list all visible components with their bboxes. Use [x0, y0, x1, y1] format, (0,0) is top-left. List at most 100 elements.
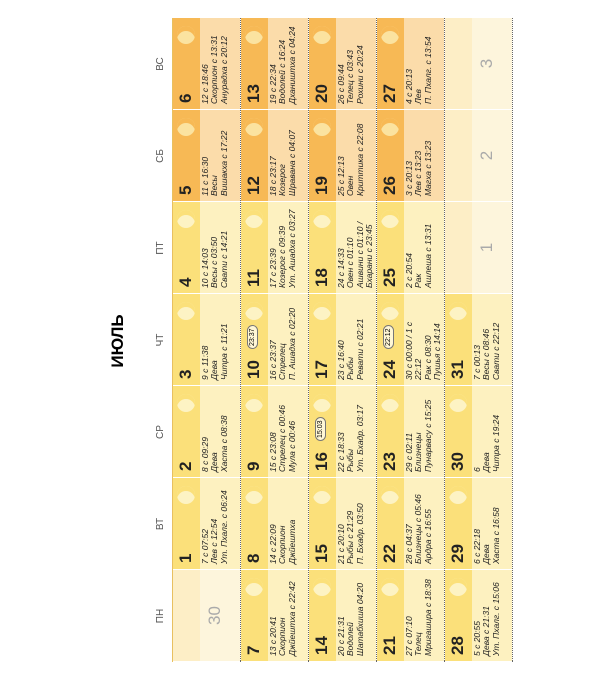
weekday-label: ПТ: [155, 241, 166, 255]
weekday-label: ПН: [155, 608, 166, 624]
moon-icon: [313, 486, 331, 504]
calendar-grid: ПН ВТ СР ЧТ ПТ СБ ВС 30 1 7 с 07:52 Лев с 12:54 Ут.…: [150, 18, 513, 662]
detail-line: П. Пхалг. с 13:54: [422, 36, 433, 104]
day-details: [472, 202, 474, 293]
moon-icon: [245, 578, 263, 596]
day-details: 18 с 23:17 Козерог Шравана с 04:07: [268, 110, 298, 201]
day-number: 31: [448, 360, 467, 379]
day-number: 13: [244, 84, 263, 103]
day-details: 3 с 20:13 Лев с 13:23 Магха с 13:23: [404, 110, 434, 201]
day-number: 1: [477, 242, 496, 253]
day-number: 28: [448, 636, 467, 655]
detail-line: Ут. Пхалг. с 15:06: [490, 582, 501, 656]
detail-line: Ут. Бхадр. 03:17: [354, 405, 365, 472]
detail-line: П. Бхадр. 03:50: [354, 503, 365, 564]
detail-line: Ардра с 16:55: [422, 509, 433, 564]
moon-icon: [449, 394, 467, 412]
moon-icon: [177, 302, 195, 320]
moon-icon: [381, 26, 399, 44]
time-badge: 15:03: [315, 417, 326, 441]
detail-line: Пунарвасу с 15:25: [422, 399, 433, 472]
moon-icon: [177, 394, 195, 412]
day-number: 3: [477, 58, 496, 69]
moon-icon: [381, 578, 399, 596]
moon-icon: [177, 118, 195, 136]
day-cell: 22:12 24 30 с 00:00 / 1 с 22:12 Рак с 08:30 П…: [377, 294, 444, 386]
day-details: 10 с 14:03 Весы с 03:50 Свати с 14:21: [200, 202, 230, 293]
day-number: 2: [176, 461, 195, 471]
detail-line: Джйештха с 22:42: [286, 581, 297, 656]
day-details: 6 с 22:18 Дева Хаста с 16:58: [472, 478, 502, 569]
day-number: 1: [176, 553, 195, 563]
day-number: 23: [380, 452, 399, 471]
day-details: 27 с 07:10 Телец Мригашира с 18:38: [404, 570, 434, 661]
day-number: 21: [380, 636, 399, 655]
day-details: 28 с 04:37 Близнецы с 05:46 Ардра с 16:55: [404, 478, 434, 569]
detail-line: Дхаништха с 04:24: [286, 26, 297, 104]
time-badge: 22:12: [383, 325, 394, 349]
day-cell: 19 25 с 12:13 Овен Криттика с 22:08: [309, 110, 376, 202]
day-details: 29 с 02:11 Близнецы Пунарвасу с 15:25: [404, 386, 434, 477]
day-cell: 21 27 с 07:10 Телец Мригашира с 18:38: [377, 570, 444, 662]
day-cell: 1: [445, 202, 512, 294]
day-cell: 15:03 16 22 с 18:33 Рыбы Ут. Бхадр. 03:17: [309, 386, 376, 478]
day-cell: 7 13 с 20:41 Скорпион Джйештха с 22:42: [241, 570, 308, 662]
day-number: 7: [244, 645, 263, 655]
day-cell: 23:37 10 16 с 23:37 Стрелец П. Ашадха с 02:2…: [241, 294, 308, 386]
day-cell: 5 11 с 16:30 Весы Вишакха с 17:22: [173, 110, 240, 202]
detail-line: Шатабхиша 04:20: [354, 582, 365, 656]
day-details: 26 с 09:44 Телец с 03:43 Рохини с 20:24: [336, 18, 366, 109]
day-cell: 8 14 с 22:09 Скорпион Джйештха: [241, 478, 308, 570]
moon-icon: [449, 302, 467, 320]
day-cell: 29 6 с 22:18 Дева Хаста с 16:58: [445, 478, 512, 570]
weekday-header: ПН ВТ СР ЧТ ПТ СБ ВС: [150, 18, 173, 662]
day-number: 25: [380, 268, 399, 287]
detail-line: Шравана с 04:07: [286, 130, 297, 196]
moon-icon: [313, 26, 331, 44]
day-details: 24 с 14:33 Овен с 01:10 Ашвини с 01:10 /Бх…: [336, 202, 375, 293]
detail-line: Рохини с 20:24: [354, 45, 365, 104]
moon-icon: [177, 26, 195, 44]
month-title: ИЮЛЬ: [108, 314, 127, 368]
detail-line: П. Ашадха с 02:20: [286, 307, 297, 380]
day-cell: 4 10 с 14:03 Весы с 03:50 Свати с 14:21: [173, 202, 240, 294]
day-cell: 20 26 с 09:44 Телец с 03:43 Рохини с 20:24: [309, 18, 376, 110]
detail-line: Мула с 00:46: [286, 420, 297, 472]
detail-line: Анурадха с 20:12: [218, 36, 229, 104]
day-cell: 27 4 с 20:13 Лев П. Пхалг. с 13:54: [377, 18, 444, 110]
day-number: 15: [312, 544, 331, 563]
detail-line: Читра с 11:21: [218, 323, 229, 380]
day-cell: 28 5 с 20:55 Дева с 21:31 Ут. Пхалг. с 15:0…: [445, 570, 512, 662]
day-details: 7 с 07:52 Лев с 12:54 Ут. Пхалг. с 06:24: [200, 478, 230, 569]
day-details: 8 с 09:29 Дева Хаста с 08:38: [200, 386, 230, 477]
detail-line: Криттика с 22:08: [354, 123, 365, 196]
day-cell: 17 23 с 16:40 Рыбы Ревати с 02:21: [309, 294, 376, 386]
detail-line: Вишакха с 17:22: [218, 130, 229, 196]
day-cell: 2: [445, 110, 512, 202]
day-number: 8: [244, 553, 263, 563]
day-details: 20 с 21:31 Водолей Шатабхиша 04:20: [336, 570, 366, 661]
moon-icon: [381, 302, 399, 320]
weekday-label: ВС: [155, 57, 166, 71]
detail-line: Ашлеша с 13:31: [422, 223, 433, 288]
detail-line: Свати с 14:21: [218, 230, 229, 288]
day-cell: 30 6 Дева Читра с 19:24: [445, 386, 512, 478]
day-number: 5: [176, 185, 195, 195]
week-row: 21 27 с 07:10 Телец Мригашира с 18:38 22 28 с…: [377, 18, 445, 662]
day-number: 18: [312, 268, 331, 287]
day-number: 4: [176, 277, 195, 287]
day-number: 19: [312, 176, 331, 195]
day-number: 16: [312, 452, 331, 471]
day-number: 17: [312, 360, 331, 379]
day-cell: 31 7 с 00:13 Весы с 08:46 Свати с 22:12: [445, 294, 512, 386]
weekday-label: ВТ: [155, 517, 166, 531]
day-cell: 30: [173, 570, 240, 662]
day-cell: 9 15 с 23:08 Стрелец с 00:46 Мула с 00:46: [241, 386, 308, 478]
day-details: 15 с 23:08 Стрелец с 00:46 Мула с 00:46: [268, 386, 298, 477]
day-details: 30 с 00:00 / 1 с 22:12 Рак с 08:30 Пушья с …: [404, 294, 443, 385]
moon-icon: [245, 26, 263, 44]
day-details: 16 с 23:37 Стрелец П. Ашадха с 02:20: [268, 294, 298, 385]
moon-icon: [245, 394, 263, 412]
day-number: 30: [448, 452, 467, 471]
